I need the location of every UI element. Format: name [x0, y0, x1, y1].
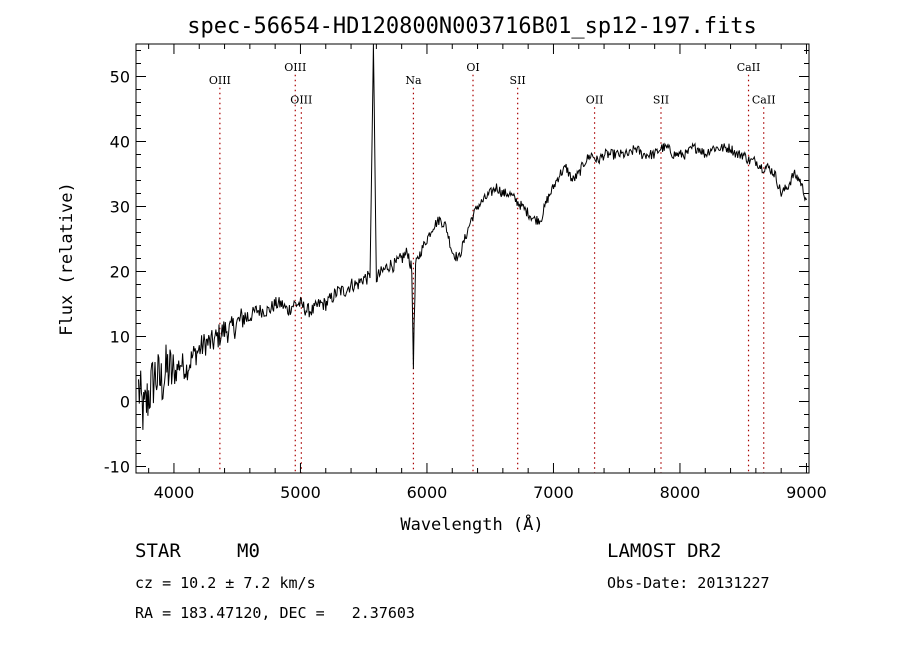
line-marker-label: Na [405, 74, 422, 87]
line-marker-label: SII [510, 74, 526, 87]
ra-dec: RA = 183.47120, DEC = 2.37603 [135, 604, 415, 622]
x-tick-label: 5000 [280, 483, 321, 502]
x-tick-label: 4000 [154, 483, 195, 502]
y-tick-label: 30 [110, 198, 130, 217]
line-marker-label: CaII [737, 61, 761, 74]
y-tick-label: 0 [120, 393, 130, 412]
y-tick-label: 20 [110, 263, 130, 282]
line-marker-label: SII [653, 93, 669, 106]
x-axis-label: Wavelength (Å) [400, 513, 543, 535]
y-tick-label: 10 [110, 328, 130, 347]
y-tick-label: 50 [110, 68, 130, 87]
survey-name: LAMOST DR2 [607, 540, 722, 562]
chart-title: spec-56654-HD120800N003716B01_sp12-197.f… [187, 14, 757, 39]
object-type: STAR [135, 540, 181, 562]
line-marker-label: OIII [284, 61, 306, 74]
x-tick-label: 9000 [786, 483, 827, 502]
spectrum-series [138, 43, 807, 430]
x-tick-label: 8000 [660, 483, 701, 502]
line-marker-label: OIII [290, 93, 312, 106]
y-tick-label: -10 [104, 458, 130, 477]
redshift-cz: cz = 10.2 ± 7.2 km/s [135, 574, 316, 592]
line-marker-label: OII [586, 93, 604, 106]
line-marker-label: OIII [209, 74, 231, 87]
x-tick-label: 6000 [407, 483, 448, 502]
y-tick-label: 40 [110, 133, 130, 152]
x-axis: 4000 5000 6000 7000 8000 9000 [148, 44, 827, 502]
line-marker-label: OI [466, 61, 479, 74]
y-axis: -10 0 10 20 30 40 50 [104, 50, 809, 477]
line-marker-label: CaII [752, 93, 776, 106]
obs-date: Obs-Date: 20131227 [607, 574, 770, 592]
object-subclass: M0 [237, 540, 260, 562]
line-markers: OIII OIII OIII Na OI SII OII SII CaII CaII [209, 61, 776, 473]
plot-frame [135, 43, 810, 474]
y-axis-label: Flux (relative) [57, 182, 77, 336]
x-tick-label: 7000 [533, 483, 574, 502]
